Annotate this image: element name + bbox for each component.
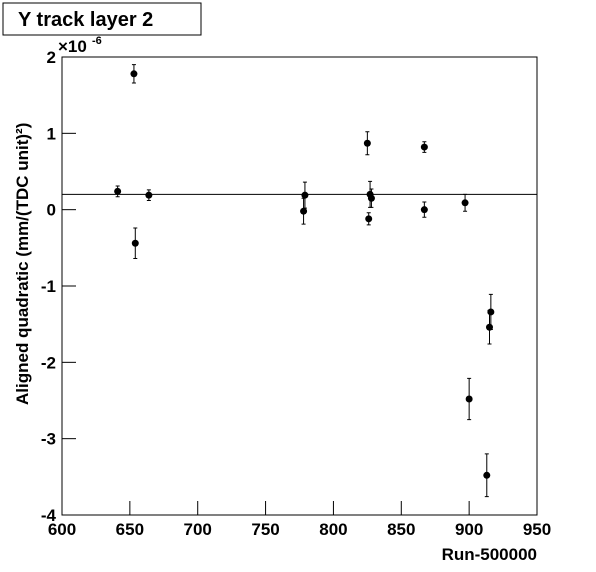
x-tick-label: 950 — [523, 520, 551, 539]
data-point — [301, 191, 309, 199]
y-tick-label: -3 — [41, 430, 56, 449]
data-point — [363, 139, 371, 147]
data-point — [130, 70, 138, 78]
x-tick-label: 650 — [116, 520, 144, 539]
data-point — [483, 471, 491, 479]
y-axis-label: Aligned quadratic (mm/(TDC unit)²) — [13, 123, 32, 405]
data-point — [420, 143, 428, 151]
x-tick-label: 700 — [184, 520, 212, 539]
chart-title: Y track layer 2 — [18, 9, 153, 31]
x-tick-label: 800 — [319, 520, 347, 539]
y-tick-label: -1 — [41, 277, 56, 296]
x-tick-label: 750 — [251, 520, 279, 539]
x-tick-label: 600 — [48, 520, 76, 539]
data-point — [131, 239, 139, 247]
y-multiplier-exponent: -6 — [92, 35, 102, 47]
x-axis-label: Run-500000 — [442, 545, 537, 564]
y-tick-label: 2 — [47, 48, 56, 67]
y-tick-label: 0 — [47, 201, 56, 220]
data-point — [114, 187, 122, 195]
data-point — [365, 215, 373, 223]
y-tick-label: -2 — [41, 353, 56, 372]
x-tick-label: 900 — [455, 520, 483, 539]
y-tick-label: 1 — [47, 124, 56, 143]
data-point — [420, 206, 428, 214]
data-point — [465, 395, 473, 403]
x-tick-label: 850 — [387, 520, 415, 539]
title-box — [2, 2, 202, 36]
y-multiplier: ×10 — [58, 37, 87, 56]
y-tick-label: -4 — [41, 506, 57, 525]
data-point — [300, 207, 308, 215]
data-point — [145, 191, 153, 199]
data-point — [461, 199, 469, 207]
data-point — [487, 308, 495, 316]
data-point — [367, 194, 375, 202]
